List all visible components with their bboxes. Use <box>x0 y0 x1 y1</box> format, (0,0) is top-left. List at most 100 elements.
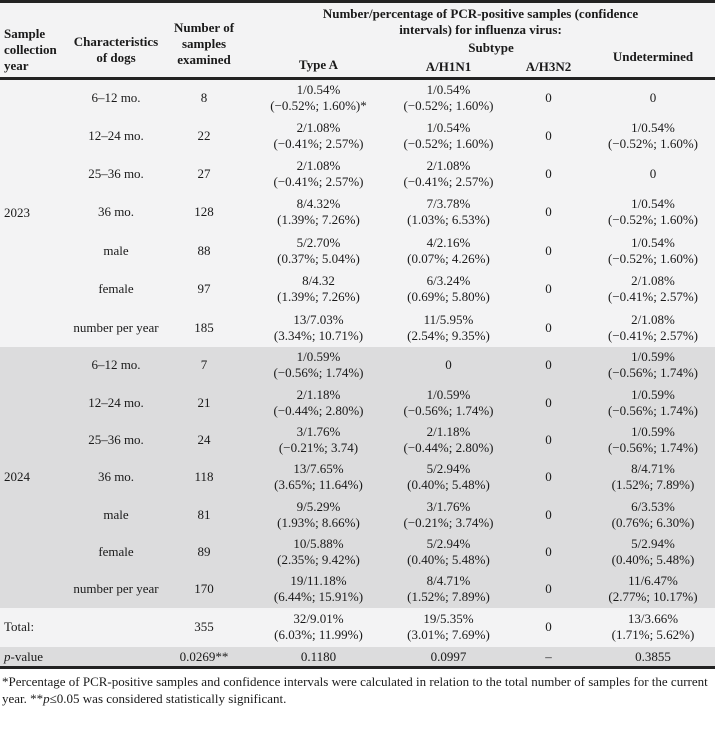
total-row: Total: 355 32/9.01% (6.03%; 11.99%) 19/5.… <box>0 607 715 647</box>
header-examined: Number of samples examined <box>173 19 235 67</box>
type-a-cell: 10/5.88% (2.35%; 9.42%) <box>277 535 360 567</box>
undetermined-cell: 1/0.59% (−0.56%; 1.74%) <box>607 423 698 455</box>
h3n2-cell: 0 <box>545 357 552 373</box>
type-a-cell: 5/2.70% (0.37%; 5.04%) <box>277 234 360 266</box>
type-a-cell: 13/7.03% (3.34%; 10.71%) <box>273 311 364 343</box>
h1n1-cell: 1/0.54% (−0.52%; 1.60%) <box>403 119 494 151</box>
table-row: number per year 185 13/7.03% (3.34%; 10.71%… <box>0 308 715 347</box>
h1n1-cell: 11/5.95% (2.54%; 9.35%) <box>407 311 490 343</box>
type-a-cell: 19/11.18% (6.44%; 15.91%) <box>273 573 364 605</box>
characteristic-cell: female <box>98 281 134 297</box>
samples-cell: 81 <box>197 506 211 522</box>
h3n2-cell: 0 <box>545 204 552 220</box>
h3n2-cell: 0 <box>545 242 552 258</box>
pvalue-label: p-value <box>4 648 43 664</box>
h1n1-cell: 3/1.76% (−0.21%; 3.74%) <box>403 498 494 530</box>
table-row: 36 mo. 118 13/7.65% (3.65%; 11.64%) 5/2.94%(… <box>0 458 715 496</box>
h1n1-cell: 6/3.24% (0.69%; 5.80%) <box>407 273 490 305</box>
characteristic-cell: 6–12 mo. <box>91 357 141 373</box>
h1n1-cell: 2/1.18% (−0.44%; 2.80%) <box>403 423 494 455</box>
h1n1-cell: 1/0.54% (−0.52%; 1.60%) <box>403 81 494 113</box>
table-row: male 88 5/2.70% (0.37%; 5.04%) 4/2.16% (0.07%… <box>0 231 715 270</box>
characteristic-cell: 36 mo. <box>97 204 135 220</box>
h3n2-cell: 0 <box>545 89 552 105</box>
undetermined-cell: 0 <box>649 89 657 105</box>
samples-cell: 7 <box>200 357 208 373</box>
h1n1-cell: 2/1.08% (−0.41%; 2.57%) <box>403 157 494 189</box>
h1n1-cell: 5/2.94% (0.40%; 5.48%) <box>407 535 490 567</box>
header-h3n2: A/H3N2 <box>525 59 572 75</box>
h3n2-cell: 0 <box>545 281 552 297</box>
group-2023: 2023 6–12 mo. 8 1/0.54% (−0.52%; 1.60%)* 1/0.… <box>0 78 715 347</box>
characteristic-cell: 12–24 mo. <box>88 394 144 410</box>
total-undetermined: 13/3.66% (1.71%; 5.62%) <box>611 611 695 643</box>
undetermined-cell: 5/2.94% (0.40%; 5.48%) <box>611 535 695 567</box>
samples-cell: 88 <box>197 242 211 258</box>
characteristic-cell: male <box>103 506 129 522</box>
total-n: 355 <box>194 619 214 635</box>
pvalue-h3n2: – <box>545 648 552 664</box>
total-h3n2: 0 <box>545 619 552 635</box>
h1n1-cell: 8/4.71% (1.52%; 7.89%) <box>407 573 490 605</box>
samples-cell: 185 <box>194 319 214 335</box>
table-row: 25–36 mo. 24 3/1.76% (−0.21%; 3.74) 2/1.18%(… <box>0 421 715 459</box>
h1n1-cell: 0 <box>445 357 452 373</box>
type-a-cell: 2/1.08% (−0.41%; 2.57%) <box>273 119 364 151</box>
pvalue-type-a: 0.1180 <box>300 648 337 664</box>
h3n2-cell: 0 <box>545 394 552 410</box>
undetermined-cell: 2/1.08% (−0.41%; 2.57%) <box>607 273 698 305</box>
characteristic-cell: number per year <box>73 319 159 335</box>
undetermined-cell: 1/0.54% (−0.52%; 1.60%) <box>607 196 698 228</box>
table-row: 25–36 mo. 27 2/1.08% (−0.41%; 2.57%) 2/1.08%… <box>0 154 715 194</box>
type-a-cell: 8/4.32 (1.39%; 7.26%) <box>277 273 360 305</box>
h1n1-cell: 5/2.94% (0.40%; 5.48%) <box>407 461 490 493</box>
influenza-results-table: Sample collection year Characteristics o… <box>0 1 715 668</box>
table-row: female 89 10/5.88% (2.35%; 9.42%) 5/2.94% (0.… <box>0 533 715 571</box>
type-a-cell: 8/4.32% (1.39%; 7.26%) <box>277 196 360 228</box>
pvalue-undetermined: 0.3855 <box>635 648 671 664</box>
undetermined-cell: 1/0.54% (−0.52%; 1.60%) <box>607 234 698 266</box>
table-row: 12–24 mo. 22 2/1.08% (−0.41%; 2.57%) 1/0.54%… <box>0 116 715 155</box>
type-a-cell: 9/5.29% (1.93%; 8.66%) <box>277 498 360 530</box>
undetermined-cell: 0 <box>649 165 657 181</box>
samples-cell: 128 <box>194 204 214 220</box>
header-subtype: Subtype <box>468 40 514 55</box>
samples-cell: 24 <box>197 431 211 447</box>
characteristic-cell: 25–36 mo. <box>88 431 144 447</box>
undetermined-cell: 8/4.71% (1.52%; 7.89%) <box>611 461 695 493</box>
characteristic-cell: 6–12 mo. <box>91 89 141 105</box>
h3n2-cell: 0 <box>545 319 552 335</box>
characteristic-cell: 36 mo. <box>97 469 135 485</box>
footnote: *Percentage of PCR-positive samples and … <box>2 674 708 707</box>
total-type-a: 32/9.01% (6.03%; 11.99%) <box>274 611 363 643</box>
samples-cell: 22 <box>197 127 211 143</box>
pvalue-h1n1: 0.0997 <box>430 648 467 664</box>
year-cell: 2024 <box>4 469 30 485</box>
undetermined-cell: 1/0.59% (−0.56%; 1.74%) <box>607 349 698 381</box>
characteristic-cell: female <box>98 543 134 559</box>
table-row: 12–24 mo. 21 2/1.18% (−0.44%; 2.80%) 1/0.59%… <box>0 384 715 422</box>
h1n1-cell: 1/0.59% (−0.56%; 1.74%) <box>403 386 494 418</box>
h3n2-cell: 0 <box>545 431 552 447</box>
samples-cell: 21 <box>197 394 211 410</box>
total-h1n1: 19/5.35% (3.01%; 7.69%) <box>407 611 490 643</box>
undetermined-cell: 6/3.53% (0.76%; 6.30%) <box>611 498 695 530</box>
h1n1-cell: 4/2.16% (0.07%; 4.26%) <box>407 234 490 266</box>
table-row: number per year 170 19/11.18% (6.44%; 15.91… <box>0 570 715 608</box>
characteristic-cell: number per year <box>73 581 159 597</box>
h3n2-cell: 0 <box>545 543 552 559</box>
type-a-cell: 2/1.18% (−0.44%; 2.80%) <box>273 386 364 418</box>
header-year: Sample collection year <box>4 25 57 73</box>
type-a-cell: 1/0.54% (−0.52%; 1.60%)* <box>270 81 367 113</box>
group-2024: 2024 6–12 mo. 7 1/0.59% (−0.56%; 1.74%) 0 0 1/0… <box>0 346 715 608</box>
undetermined-cell: 2/1.08% (−0.41%; 2.57%) <box>607 311 698 343</box>
pvalue-n: 0.0269** <box>179 648 229 664</box>
undetermined-cell: 11/6.47% (2.77%; 10.17%) <box>608 573 698 605</box>
h3n2-cell: 0 <box>545 581 552 597</box>
h3n2-cell: 0 <box>545 506 552 522</box>
table-row: 36 mo. 128 8/4.32% (1.39%; 7.26%) 7/3.78% (1.… <box>0 193 715 232</box>
table-row: male 81 9/5.29% (1.93%; 8.66%) 3/1.76% (−0.21… <box>0 495 715 534</box>
header-characteristics: Characteristics of dogs <box>73 33 159 65</box>
type-a-cell: 13/7.65% (3.65%; 11.64%) <box>274 461 363 493</box>
pvalue-row: p-value 0.0269** 0.1180 0.0997 – 0.3855 <box>0 646 715 668</box>
